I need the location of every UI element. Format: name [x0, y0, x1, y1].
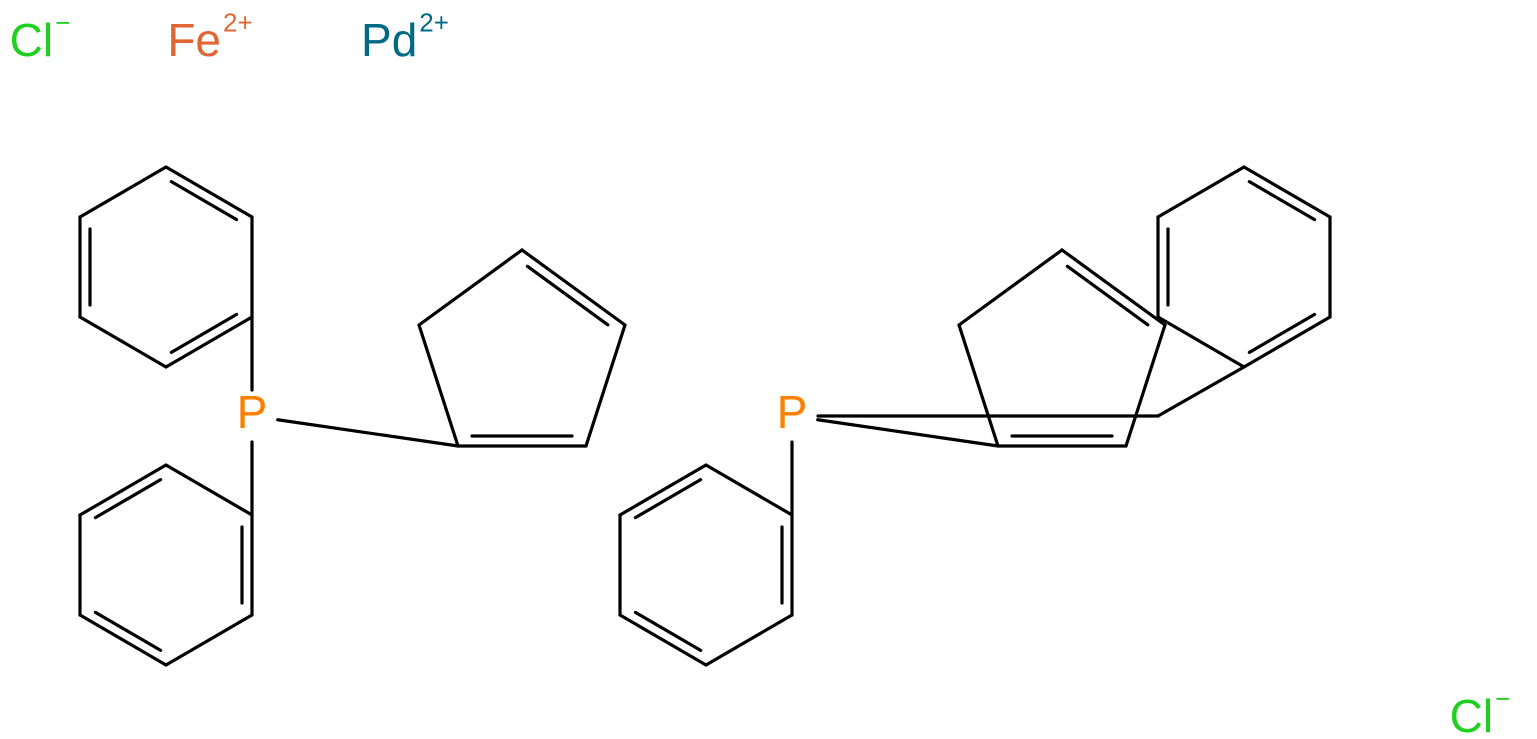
svg-text:Pd2+: Pd2+ — [361, 8, 449, 67]
svg-text:Fe2+: Fe2+ — [167, 8, 252, 67]
fe-ion-label: Fe2+ — [167, 8, 252, 67]
phosphorus-atom: P — [237, 386, 268, 438]
cl2-ion-label: Cl− — [1450, 684, 1511, 739]
pd-ion-label: Pd2+ — [361, 8, 449, 67]
svg-text:P: P — [237, 386, 268, 438]
molecule-diagram: P P Cl− Fe2+ Pd2+ Cl− — [0, 0, 1537, 739]
svg-text:Cl−: Cl− — [1450, 684, 1511, 739]
svg-text:Cl−: Cl− — [10, 8, 71, 67]
svg-text:P: P — [777, 386, 808, 438]
phosphorus-atom: P — [777, 386, 808, 438]
cl1-ion-label: Cl− — [10, 8, 71, 67]
